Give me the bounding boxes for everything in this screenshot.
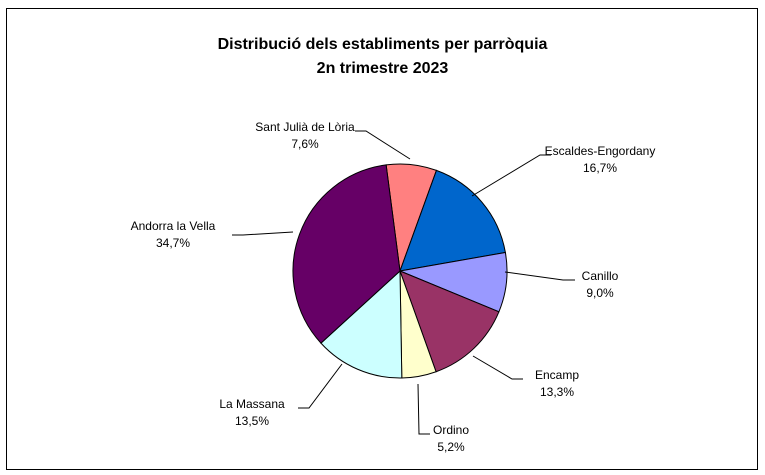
leader-line bbox=[232, 231, 294, 236]
slice-value-label: 9,0% bbox=[586, 286, 614, 300]
slice-name-label: Encamp bbox=[535, 368, 579, 382]
slice-value-label: 16,7% bbox=[583, 161, 617, 175]
pie-slice-la-massana bbox=[320, 269, 403, 379]
pie-slice-encamp bbox=[399, 270, 500, 373]
slice-name-label: Sant Julià de Lòria bbox=[255, 120, 355, 134]
slice-name-label: Ordino bbox=[433, 423, 469, 437]
pie-slice-escaldes-engordany bbox=[399, 169, 506, 272]
slice-name-label: Canillo bbox=[582, 269, 619, 283]
slice-value-label: 34,7% bbox=[156, 236, 190, 250]
leader-line bbox=[472, 355, 523, 380]
leader-line bbox=[504, 271, 575, 281]
chart-subtitle: 2n trimestre 2023 bbox=[316, 60, 449, 77]
slice-value-label: 7,6% bbox=[291, 137, 319, 151]
chart-title: Distribució dels establiments per parròq… bbox=[217, 36, 548, 53]
leader-line bbox=[471, 154, 551, 197]
leader-line bbox=[417, 383, 430, 435]
slice-value-label: 13,5% bbox=[235, 414, 269, 428]
slice-name-label: Escaldes-Engordany bbox=[545, 144, 656, 158]
pie-slice-andorra-la-vella bbox=[292, 164, 401, 344]
slice-name-label: Andorra la Vella bbox=[131, 219, 216, 233]
slice-value-label: 13,3% bbox=[540, 385, 574, 399]
slice-name-label: La Massana bbox=[219, 397, 285, 411]
slice-value-label: 5,2% bbox=[437, 440, 465, 454]
leader-line bbox=[355, 130, 411, 160]
leader-line bbox=[298, 363, 343, 409]
